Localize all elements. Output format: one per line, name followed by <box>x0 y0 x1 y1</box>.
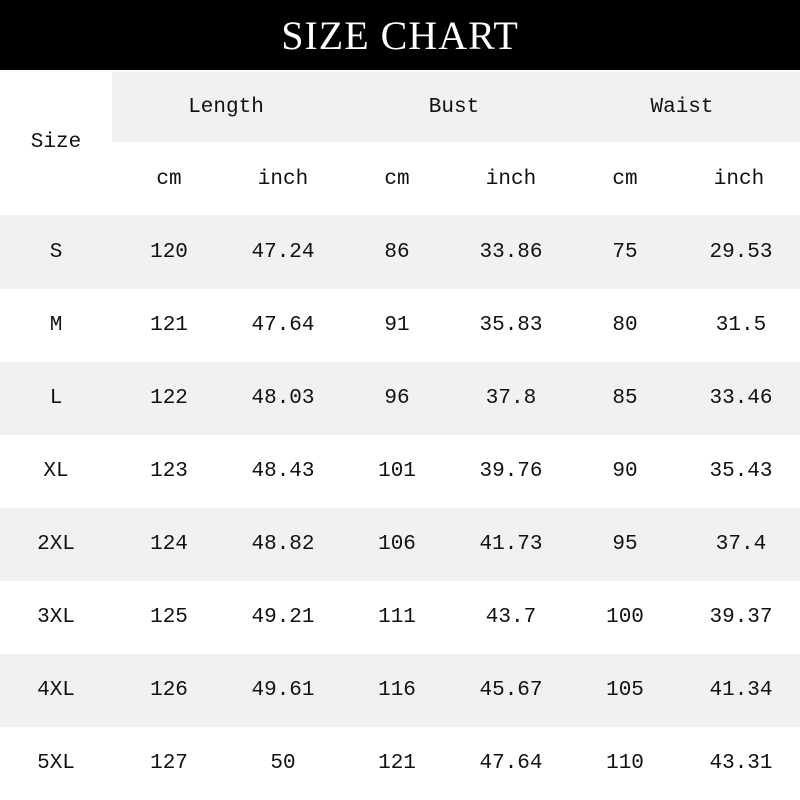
table-cell: 31.5 <box>715 314 767 337</box>
table-cell: 47.24 <box>251 240 315 264</box>
table-cell: 123 <box>150 460 188 483</box>
table-cell: 126 <box>150 679 188 702</box>
row-stripe <box>0 508 800 581</box>
unit-header: cm <box>612 167 638 191</box>
group-header-waist: Waist <box>650 95 714 119</box>
row-stripe <box>0 362 800 435</box>
size-label: M <box>49 314 63 337</box>
table-cell: 121 <box>378 752 416 775</box>
unit-header: inch <box>485 167 537 191</box>
table-cell: 33.46 <box>709 387 773 410</box>
table-cell: 29.53 <box>709 240 773 264</box>
table-cell: 47.64 <box>251 314 315 337</box>
size-label: XL <box>43 460 69 483</box>
table-cell: 37.4 <box>715 533 767 556</box>
table-cell: 91 <box>384 314 410 337</box>
table-cell: 41.73 <box>479 533 543 556</box>
table-cell: 35.43 <box>709 460 773 483</box>
table-cell: 105 <box>606 679 644 702</box>
unit-header: inch <box>257 167 309 191</box>
table-cell: 116 <box>378 679 416 702</box>
table-cell: 86 <box>384 240 410 264</box>
table-cell: 35.83 <box>479 314 543 337</box>
table-cell: 101 <box>378 460 416 483</box>
size-label: S <box>49 240 63 264</box>
table-cell: 111 <box>378 606 416 629</box>
table-cell: 41.34 <box>709 679 773 702</box>
page-title: SIZE CHART <box>0 0 800 70</box>
unit-header: inch <box>713 167 765 191</box>
table-cell: 95 <box>612 533 638 556</box>
table-cell: 45.67 <box>479 679 543 702</box>
table-cell: 100 <box>606 606 644 629</box>
row-stripe <box>0 215 800 289</box>
table-cell: 50 <box>270 752 296 775</box>
size-header: Size <box>30 131 82 154</box>
table-cell: 37.8 <box>485 387 537 410</box>
table-cell: 124 <box>150 533 188 556</box>
size-label: 4XL <box>37 679 75 702</box>
table-cell: 120 <box>150 240 188 264</box>
group-header-bust: Bust <box>428 95 480 119</box>
table-cell: 43.31 <box>709 752 773 775</box>
table-cell: 49.61 <box>251 679 315 702</box>
table-cell: 127 <box>150 752 188 775</box>
table-cell: 75 <box>612 240 638 264</box>
table-cell: 49.21 <box>251 606 315 629</box>
header-group-band <box>112 72 800 142</box>
size-label: 5XL <box>37 752 75 775</box>
table-cell: 122 <box>150 387 188 410</box>
table-cell: 110 <box>606 752 644 775</box>
table-cell: 125 <box>150 606 188 629</box>
table-cell: 39.37 <box>709 606 773 629</box>
unit-header: cm <box>156 167 182 191</box>
size-label: L <box>49 387 63 410</box>
table-cell: 48.03 <box>251 387 315 410</box>
table-cell: 47.64 <box>479 752 543 775</box>
table-cell: 90 <box>612 460 638 483</box>
table-cell: 39.76 <box>479 460 543 483</box>
table-cell: 48.43 <box>251 460 315 483</box>
size-label: 3XL <box>37 606 75 629</box>
row-stripe <box>0 654 800 727</box>
size-label: 2XL <box>37 533 75 556</box>
table-cell: 43.7 <box>485 606 537 629</box>
table-cell: 121 <box>150 314 188 337</box>
table-cell: 96 <box>384 387 410 410</box>
table-cell: 106 <box>378 533 416 556</box>
table-cell: 33.86 <box>479 240 543 264</box>
table-cell: 85 <box>612 387 638 410</box>
unit-header: cm <box>384 167 410 191</box>
table-cell: 80 <box>612 314 638 337</box>
table-cell: 48.82 <box>251 533 315 556</box>
group-header-length: Length <box>188 95 264 119</box>
